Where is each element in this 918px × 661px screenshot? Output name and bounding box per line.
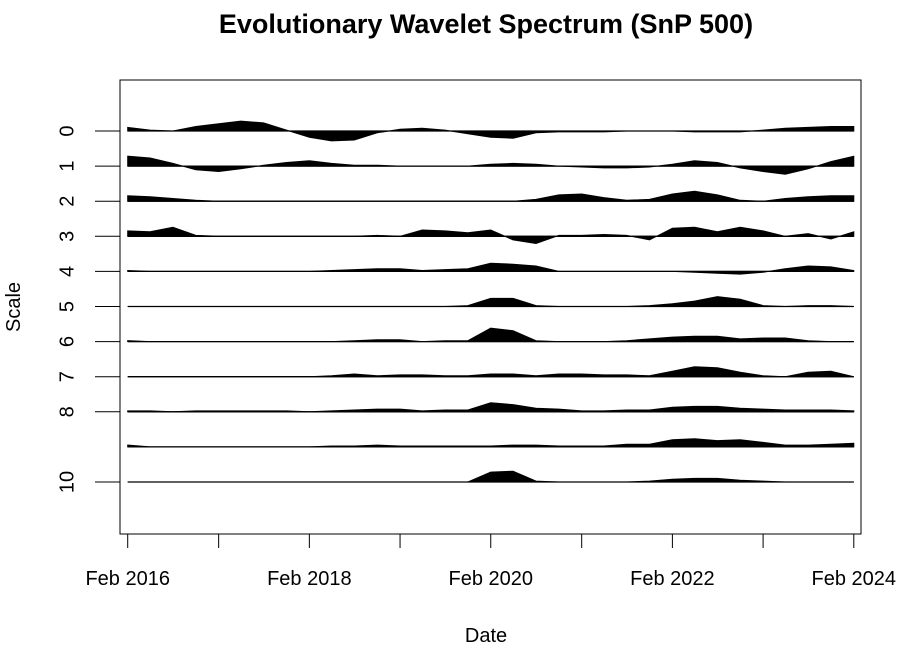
y-tick-label: 8 xyxy=(56,406,78,417)
x-tick-label: Feb 2024 xyxy=(812,568,897,590)
y-tick-label: 0 xyxy=(56,125,78,136)
x-tick-label: Feb 2016 xyxy=(85,568,170,590)
y-tick-label: 3 xyxy=(56,231,78,242)
y-axis-label: Scale xyxy=(3,282,25,332)
chart-title: Evolutionary Wavelet Spectrum (SnP 500) xyxy=(219,9,753,39)
y-tick-label: 5 xyxy=(56,301,78,312)
y-tick-label: 2 xyxy=(56,196,78,207)
y-tick-label: 1 xyxy=(56,161,78,172)
x-tick-label: Feb 2022 xyxy=(630,568,715,590)
x-tick-label: Feb 2020 xyxy=(448,568,533,590)
y-tick-label: 10 xyxy=(56,471,78,493)
y-tick-label: 7 xyxy=(56,371,78,382)
wavelet-series-scale-8 xyxy=(127,402,855,413)
y-tick-label: 6 xyxy=(56,336,78,347)
y-axis: 0 1 2 3 4 5 6 7 8 10 xyxy=(56,125,120,493)
x-axis-label: Date xyxy=(465,625,507,647)
y-tick-label: 4 xyxy=(56,266,78,277)
wavelet-series-scale-1 xyxy=(127,155,855,175)
x-axis: Feb 2016 Feb 2018 Feb 2020 Feb 2022 Feb 2024 xyxy=(85,533,897,590)
series-layer xyxy=(127,120,855,483)
x-tick-label: Feb 2018 xyxy=(267,568,352,590)
